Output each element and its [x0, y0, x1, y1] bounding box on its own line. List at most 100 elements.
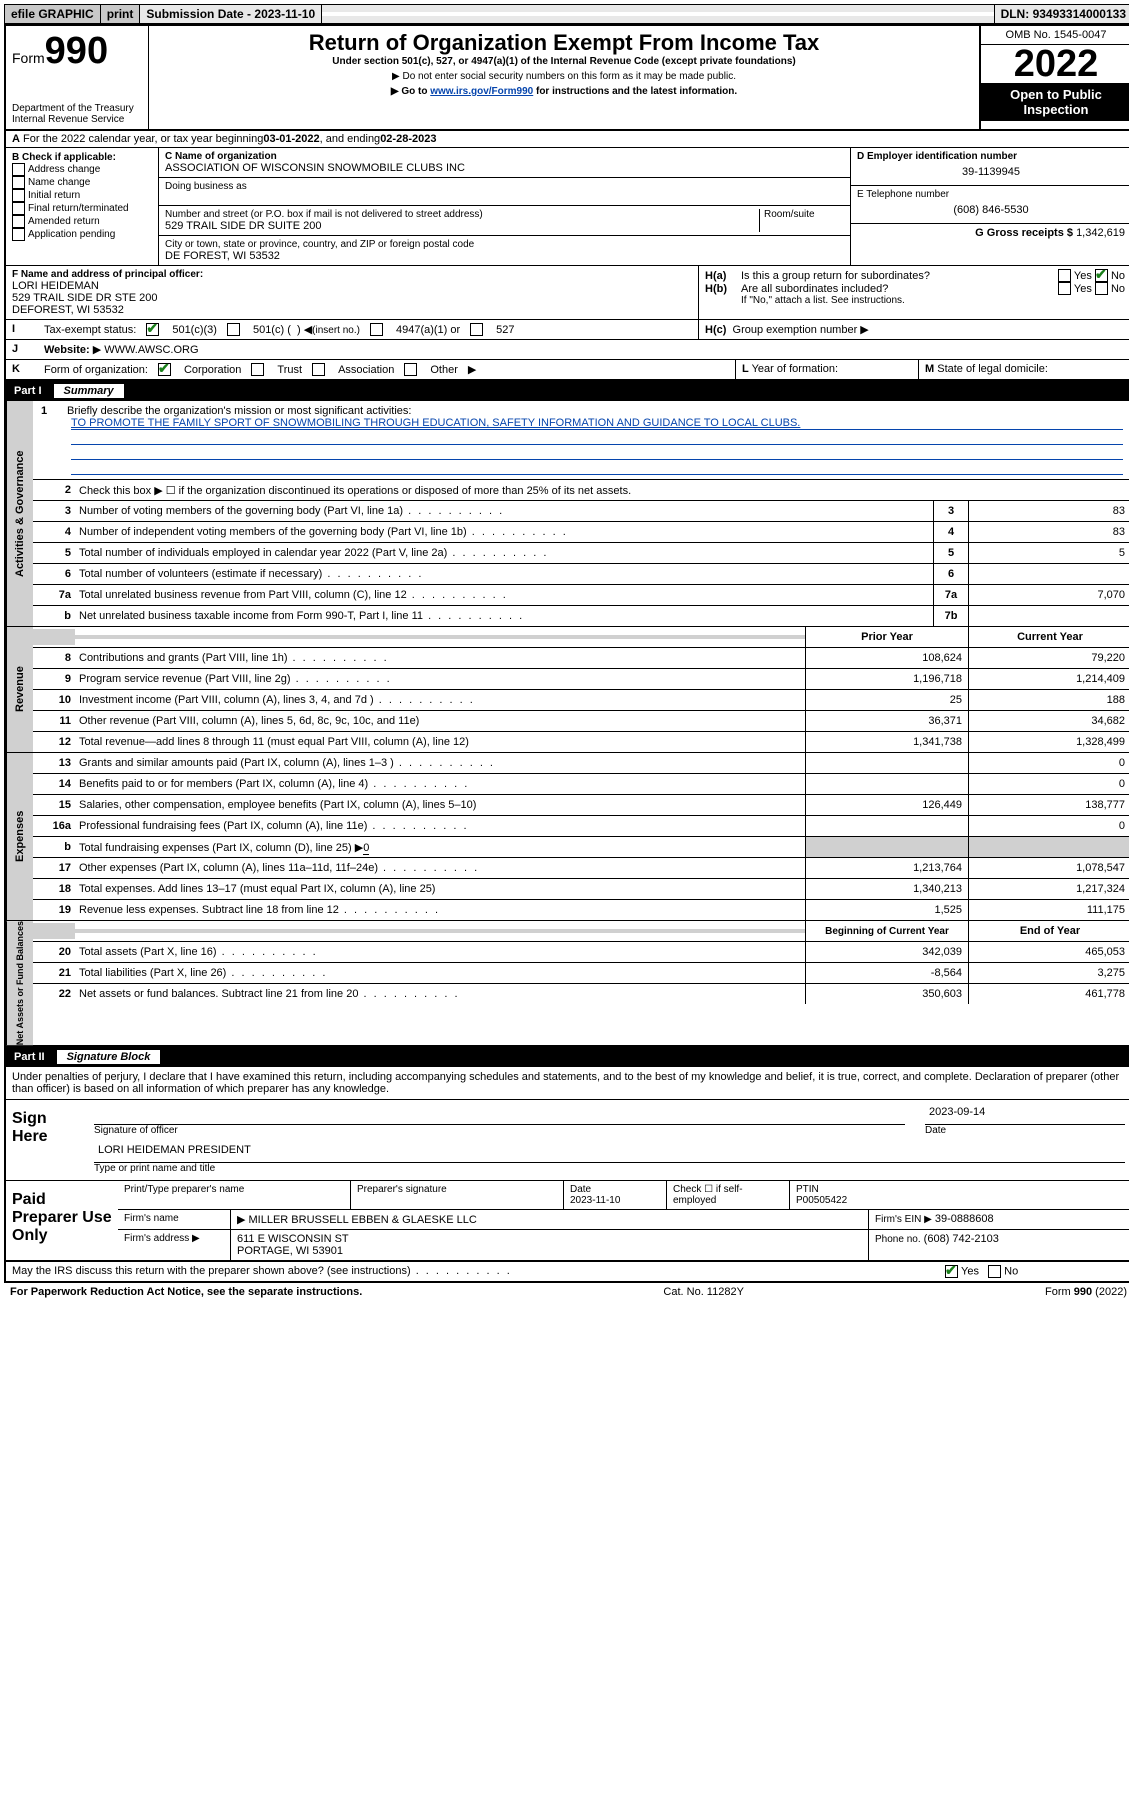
ha-no-check[interactable] — [1095, 269, 1108, 282]
tax-year: 2022 — [981, 45, 1129, 83]
l19-text: Revenue less expenses. Subtract line 18 … — [75, 902, 805, 918]
subtitle-2: ▶ Do not enter social security numbers o… — [159, 71, 969, 82]
section-revenue: Revenue Prior YearCurrent Year 8Contribu… — [6, 627, 1129, 753]
header-center: Return of Organization Exempt From Incom… — [149, 26, 979, 129]
l18-text: Total expenses. Add lines 13–17 (must eq… — [75, 881, 805, 897]
l11p: 36,371 — [805, 711, 968, 731]
block-bcd: B Check if applicable: Address change Na… — [6, 148, 1129, 266]
prep-self-emp[interactable]: Check ☐ if self-employed — [667, 1181, 790, 1209]
check-other[interactable] — [404, 363, 417, 376]
check-assoc[interactable] — [312, 363, 325, 376]
h-current: Current Year — [968, 627, 1129, 647]
l7a-val: 7,070 — [968, 585, 1129, 605]
l12c: 1,328,499 — [968, 732, 1129, 752]
l20c: 465,053 — [968, 942, 1129, 962]
check-4947[interactable] — [370, 323, 383, 336]
officer-signature-line[interactable] — [94, 1106, 905, 1125]
cell-phone: E Telephone number (608) 846-5530 — [851, 186, 1129, 224]
row-j-label: J — [6, 340, 38, 359]
hb-yes: Yes — [1074, 283, 1092, 295]
l16a-text: Professional fundraising fees (Part IX, … — [75, 818, 805, 834]
l9c: 1,214,409 — [968, 669, 1129, 689]
l15c: 138,777 — [968, 795, 1129, 815]
f-addr1: 529 TRAIL SIDE DR STE 200 — [12, 292, 692, 304]
city-value: DE FOREST, WI 53532 — [165, 250, 844, 262]
hb-note: If "No," attach a list. See instructions… — [705, 295, 1125, 306]
row-klm: K Form of organization: Corporation Trus… — [6, 360, 1129, 381]
f-label: F Name and address of principal officer: — [12, 269, 692, 280]
f-name: LORI HEIDEMAN — [12, 280, 692, 292]
tab-expenses: Expenses — [6, 753, 33, 920]
l21p: -8,564 — [805, 963, 968, 983]
check-application-pending[interactable]: Application pending — [12, 228, 152, 241]
officer-sig-label: Signature of officer — [94, 1125, 905, 1136]
ein-label: D Employer identification number — [857, 151, 1125, 162]
tab-governance: Activities & Governance — [6, 401, 33, 626]
check-amended-return[interactable]: Amended return — [12, 215, 152, 228]
website-value[interactable]: WWW.AWSC.ORG — [104, 344, 198, 356]
top-bar: efile GRAPHIC print Submission Date - 20… — [4, 4, 1129, 24]
check-corp[interactable] — [158, 363, 171, 376]
row-a-mid: , and ending — [320, 133, 381, 145]
part2-title: Signature Block — [57, 1050, 161, 1064]
row-k-label: K — [6, 360, 38, 379]
discuss-yes-check[interactable] — [945, 1265, 958, 1278]
subtitle-3: ▶ Go to www.irs.gov/Form990 for instruct… — [159, 86, 969, 97]
hb-yes-check[interactable] — [1058, 282, 1071, 295]
opt-other: Other — [430, 364, 458, 376]
l15p: 126,449 — [805, 795, 968, 815]
check-name-change[interactable]: Name change — [12, 176, 152, 189]
check-address-change[interactable]: Address change — [12, 163, 152, 176]
instructions-link[interactable]: www.irs.gov/Form990 — [430, 86, 533, 97]
check-address-change-label: Address change — [28, 164, 100, 175]
check-501c[interactable] — [227, 323, 240, 336]
l20p: 342,039 — [805, 942, 968, 962]
form-prefix: Form — [12, 50, 45, 66]
form-title: Return of Organization Exempt From Incom… — [159, 30, 969, 56]
part2-label: Part II — [14, 1051, 53, 1063]
ha-no: No — [1111, 270, 1125, 282]
l8-text: Contributions and grants (Part VIII, lin… — [75, 650, 805, 666]
check-527[interactable] — [470, 323, 483, 336]
mission-line2 — [71, 430, 1123, 445]
form-container: Form990 Department of the Treasury Inter… — [4, 24, 1129, 1283]
sub3-post: for instructions and the latest informat… — [533, 86, 737, 97]
l17c: 1,078,547 — [968, 858, 1129, 878]
check-final-return[interactable]: Final return/terminated — [12, 202, 152, 215]
l12-text: Total revenue—add lines 8 through 11 (mu… — [75, 734, 805, 750]
l4-val: 83 — [968, 522, 1129, 542]
efile-button[interactable]: efile GRAPHIC — [5, 5, 101, 23]
l19p: 1,525 — [805, 900, 968, 920]
l16b-shade1 — [805, 837, 968, 857]
check-trust[interactable] — [251, 363, 264, 376]
prep-date: Date2023-11-10 — [564, 1181, 667, 1209]
check-initial-return[interactable]: Initial return — [12, 189, 152, 202]
section-expenses: Expenses 13Grants and similar amounts pa… — [6, 753, 1129, 921]
l10p: 25 — [805, 690, 968, 710]
l7b-text: Net unrelated business taxable income fr… — [75, 608, 933, 624]
ha-yes-check[interactable] — [1058, 269, 1071, 282]
l13p — [805, 753, 968, 773]
dln-label: DLN: — [1001, 7, 1033, 21]
dept-treasury: Department of the Treasury — [12, 103, 142, 114]
firm-name: ▶ MILLER BRUSSELL EBBEN & GLAESKE LLC — [231, 1210, 869, 1229]
h-begin: Beginning of Current Year — [805, 921, 968, 941]
sign-here-block: Sign Here Signature of officer 2023-09-1… — [6, 1100, 1129, 1181]
form-number: 990 — [45, 30, 108, 72]
opt-501c3: 501(c)(3) — [172, 324, 217, 336]
sign-date-value: 2023-09-14 — [925, 1106, 1125, 1125]
print-button[interactable]: print — [101, 5, 141, 23]
row-j: J Website: ▶ WWW.AWSC.ORG — [6, 340, 1129, 360]
firm-phone: Phone no. (608) 742-2103 — [869, 1230, 1129, 1260]
check-501c3[interactable] — [146, 323, 159, 336]
l19c: 111,175 — [968, 900, 1129, 920]
col-de: D Employer identification number 39-1139… — [851, 148, 1129, 265]
dln: DLN: 93493314000133 — [994, 5, 1129, 23]
hb-no-check[interactable] — [1095, 282, 1108, 295]
l6-text: Total number of volunteers (estimate if … — [75, 566, 933, 582]
row-fh: F Name and address of principal officer:… — [6, 266, 1129, 320]
footer-left: For Paperwork Reduction Act Notice, see … — [10, 1286, 362, 1298]
opt-assoc: Association — [338, 364, 394, 376]
declaration-text: Under penalties of perjury, I declare th… — [6, 1067, 1129, 1100]
discuss-no-check[interactable] — [988, 1265, 1001, 1278]
